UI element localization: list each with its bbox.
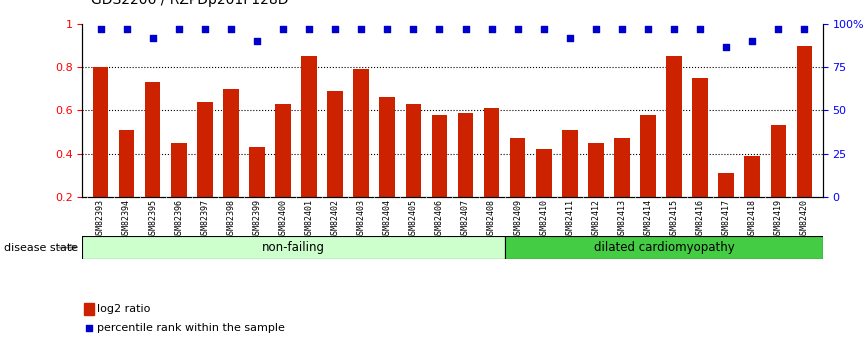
- Bar: [249, 147, 265, 197]
- Point: [432, 27, 446, 32]
- Text: GSM82410: GSM82410: [540, 199, 548, 239]
- Bar: [405, 104, 421, 197]
- Bar: [458, 112, 474, 197]
- Point: [171, 27, 185, 32]
- Bar: [353, 69, 369, 197]
- Point: [145, 35, 159, 41]
- Text: GSM82420: GSM82420: [800, 199, 809, 239]
- Point: [537, 27, 551, 32]
- Bar: [506, 236, 823, 259]
- Bar: [484, 108, 500, 197]
- Bar: [562, 130, 578, 197]
- Bar: [223, 89, 239, 197]
- Text: GSM82400: GSM82400: [279, 199, 288, 239]
- Point: [485, 27, 499, 32]
- Point: [120, 27, 133, 32]
- Bar: [327, 91, 343, 197]
- Point: [302, 27, 316, 32]
- Bar: [536, 149, 552, 197]
- Point: [798, 27, 811, 32]
- Point: [94, 27, 107, 32]
- Text: disease state: disease state: [4, 243, 79, 253]
- Text: GSM82404: GSM82404: [383, 199, 391, 239]
- Text: GSM82407: GSM82407: [461, 199, 470, 239]
- Bar: [510, 138, 526, 197]
- Text: GSM82397: GSM82397: [200, 199, 210, 239]
- Point: [380, 27, 394, 32]
- Bar: [666, 57, 682, 197]
- Bar: [640, 115, 656, 197]
- Point: [615, 27, 629, 32]
- Bar: [431, 115, 447, 197]
- Point: [694, 27, 708, 32]
- Point: [354, 27, 368, 32]
- Bar: [771, 126, 786, 197]
- Point: [276, 27, 290, 32]
- Text: GSM82403: GSM82403: [357, 199, 365, 239]
- Bar: [301, 57, 317, 197]
- Point: [459, 27, 473, 32]
- Bar: [379, 98, 395, 197]
- Text: GSM82418: GSM82418: [748, 199, 757, 239]
- Text: GSM82396: GSM82396: [174, 199, 184, 239]
- Text: GSM82406: GSM82406: [435, 199, 444, 239]
- Point: [641, 27, 655, 32]
- Text: GSM82394: GSM82394: [122, 199, 131, 239]
- Point: [406, 27, 420, 32]
- Text: GSM82417: GSM82417: [721, 199, 731, 239]
- Bar: [275, 104, 291, 197]
- Text: GSM82414: GSM82414: [643, 199, 652, 239]
- Bar: [614, 138, 630, 197]
- Point: [197, 27, 211, 32]
- Point: [772, 27, 785, 32]
- Point: [511, 27, 525, 32]
- Point: [746, 39, 759, 44]
- Text: GSM82398: GSM82398: [226, 199, 236, 239]
- Bar: [171, 143, 186, 197]
- Text: GSM82401: GSM82401: [305, 199, 313, 239]
- Text: non-failing: non-failing: [262, 241, 326, 254]
- Text: GSM82402: GSM82402: [331, 199, 339, 239]
- Bar: [145, 82, 160, 197]
- Bar: [82, 236, 506, 259]
- Point: [250, 39, 264, 44]
- Text: GSM82395: GSM82395: [148, 199, 157, 239]
- Bar: [745, 156, 760, 197]
- Bar: [93, 67, 108, 197]
- Text: GSM82416: GSM82416: [695, 199, 705, 239]
- Text: GDS2206 / RZPDp201F128D: GDS2206 / RZPDp201F128D: [91, 0, 288, 7]
- Point: [563, 35, 577, 41]
- Text: GSM82408: GSM82408: [487, 199, 496, 239]
- Bar: [588, 143, 604, 197]
- Text: percentile rank within the sample: percentile rank within the sample: [97, 323, 285, 333]
- Text: GSM82393: GSM82393: [96, 199, 105, 239]
- Text: GSM82411: GSM82411: [565, 199, 574, 239]
- Text: dilated cardiomyopathy: dilated cardiomyopathy: [594, 241, 734, 254]
- Text: GSM82399: GSM82399: [253, 199, 262, 239]
- Bar: [692, 78, 708, 197]
- Text: GSM82409: GSM82409: [514, 199, 522, 239]
- Text: GSM82419: GSM82419: [774, 199, 783, 239]
- Point: [328, 27, 342, 32]
- Bar: [85, 303, 94, 315]
- Point: [589, 27, 603, 32]
- Text: log2 ratio: log2 ratio: [97, 304, 151, 314]
- Point: [224, 27, 238, 32]
- Bar: [197, 102, 213, 197]
- Point: [81, 325, 95, 331]
- Text: GSM82413: GSM82413: [617, 199, 626, 239]
- Point: [720, 44, 734, 49]
- Bar: [119, 130, 134, 197]
- Bar: [797, 46, 812, 197]
- Text: GSM82415: GSM82415: [669, 199, 679, 239]
- Text: GSM82412: GSM82412: [591, 199, 600, 239]
- Bar: [719, 173, 734, 197]
- Point: [667, 27, 681, 32]
- Text: GSM82405: GSM82405: [409, 199, 418, 239]
